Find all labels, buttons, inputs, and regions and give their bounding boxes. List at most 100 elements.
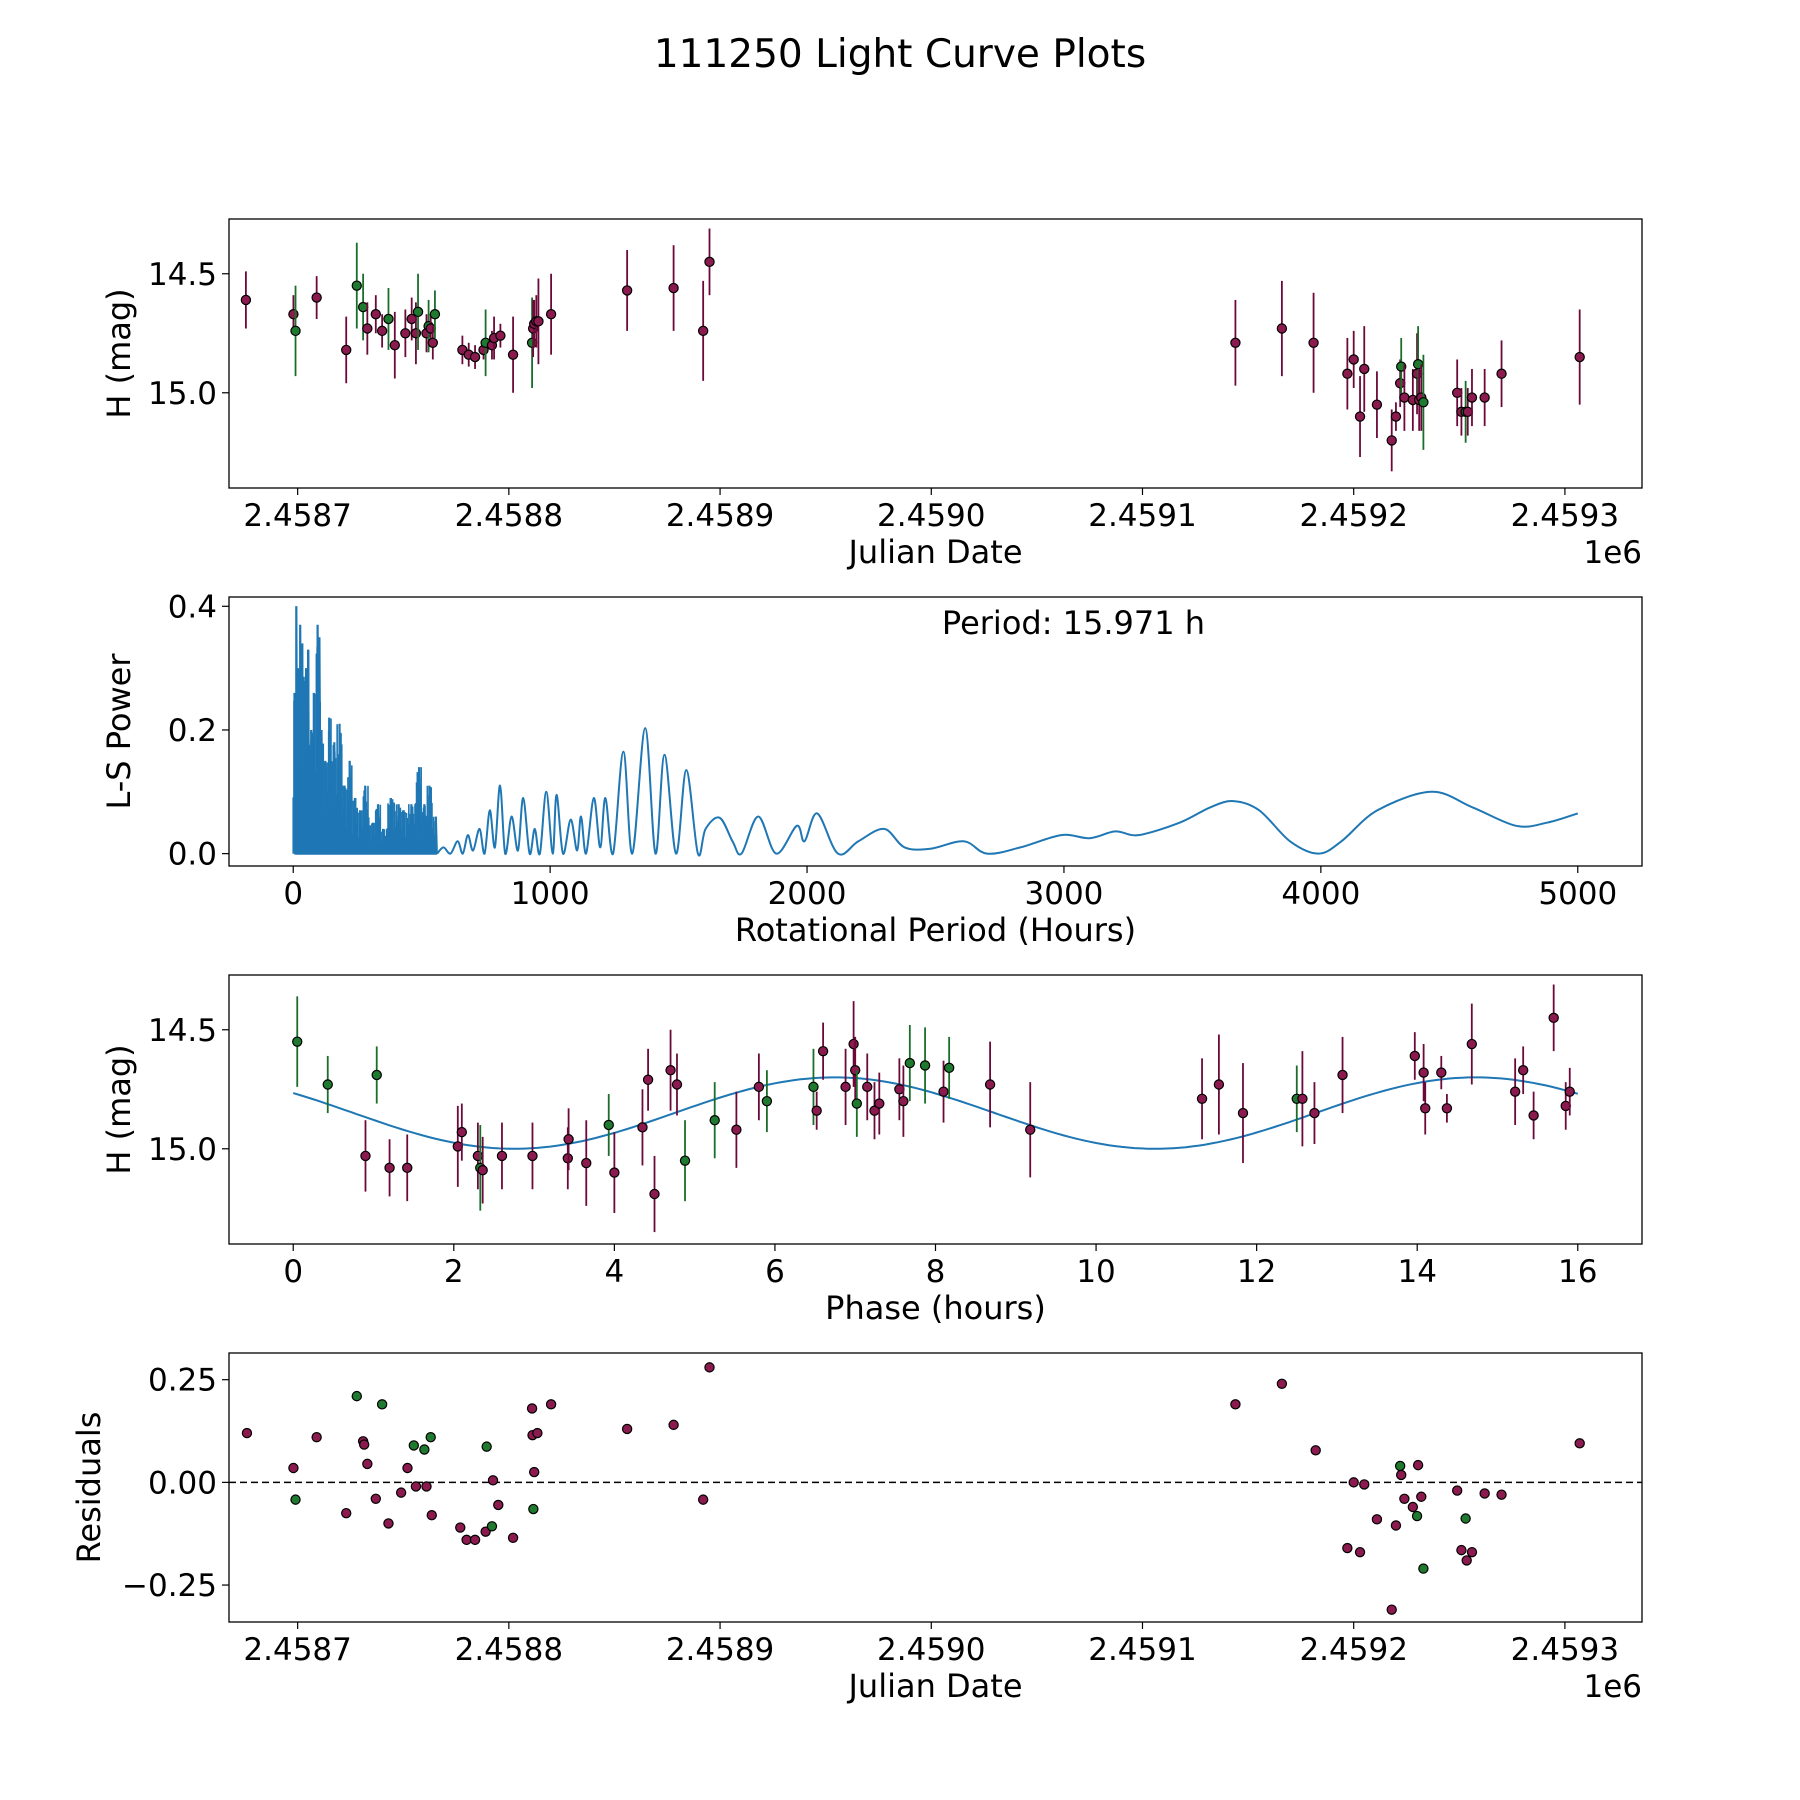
data-point (402, 1162, 413, 1174)
y-tick-label: 15.0 (148, 376, 217, 412)
data-point (1411, 1510, 1423, 1522)
data-point (671, 1079, 683, 1090)
data-point (1451, 387, 1463, 398)
x-tick-label: 3000 (1025, 876, 1104, 912)
data-point (419, 1444, 430, 1455)
data-point (1354, 411, 1366, 422)
data-point (477, 1165, 488, 1176)
data-point (709, 1115, 720, 1126)
data-point (642, 1074, 654, 1085)
data-point (874, 1098, 885, 1109)
data-point (469, 1534, 481, 1546)
x-tick-label: 6 (765, 1254, 785, 1290)
data-point (358, 1439, 370, 1450)
data-point (1359, 1479, 1370, 1490)
data-point (383, 313, 394, 325)
data-point (1407, 1501, 1419, 1513)
data-point (621, 1423, 633, 1435)
x-offset-text: 1e6 (1583, 535, 1642, 571)
data-point (1461, 1555, 1472, 1566)
x-axis-label: Rotational Period (Hours) (735, 911, 1136, 949)
data-point (389, 339, 401, 351)
data-point (1297, 1093, 1308, 1104)
data-point (507, 349, 519, 360)
data-point (1416, 1491, 1427, 1502)
data-point (311, 292, 322, 303)
data-point (1230, 1399, 1241, 1410)
data-point (1436, 1067, 1447, 1078)
figure-title: 111250 Light Curve Plots (654, 32, 1146, 77)
data-point (668, 1419, 679, 1431)
data-point (412, 306, 424, 318)
data-point (288, 1462, 299, 1474)
residuals-panel: 2.4587 2.4588 2.4589 2.4590 2.4591 2.4592 2.45… (70, 1352, 1643, 1705)
data-point (528, 1503, 539, 1515)
data-point (469, 351, 481, 363)
data-point (322, 1079, 333, 1090)
x-tick-label: 0 (283, 876, 303, 912)
data-point (1411, 368, 1423, 379)
data-point (704, 1362, 715, 1373)
data-point (1230, 337, 1241, 348)
data-point (1310, 1445, 1321, 1456)
y-axis-label: H (mag) (100, 1044, 138, 1174)
x-axis-label: Julian Date (846, 1667, 1022, 1705)
data-point (456, 1126, 468, 1138)
y-tick-label: 14.5 (148, 1013, 217, 1049)
x-tick-label: 2.4590 (877, 498, 985, 534)
data-point (637, 1122, 648, 1133)
data-point (665, 1065, 676, 1076)
y-tick-label: 0.4 (168, 589, 217, 625)
data-point (1396, 1469, 1407, 1481)
data-point (395, 1487, 407, 1498)
x-tick-label: 4 (604, 1254, 624, 1290)
data-point (526, 337, 538, 348)
period-annotation: Period: 15.971 h (942, 604, 1205, 642)
data-point (493, 1499, 504, 1511)
data-point (811, 1105, 822, 1116)
data-point (1309, 1107, 1320, 1119)
data-point (1276, 323, 1288, 334)
data-point (527, 1150, 538, 1162)
periodogram-panel: 0 1000 2000 3000 4000 5000 0.0 0.2 0.4 Rotational… (100, 589, 1643, 949)
data-point (545, 309, 557, 320)
data-point (1548, 1012, 1559, 1024)
data-point (351, 280, 362, 291)
y-tick-label: 0.0 (168, 837, 217, 873)
data-point (919, 1060, 931, 1071)
data-point (1276, 1378, 1288, 1390)
data-point (425, 1431, 436, 1443)
data-point (533, 316, 544, 327)
x-axis-label: Phase (hours) (825, 1289, 1046, 1327)
data-point (1420, 1103, 1431, 1114)
x-tick-label: 2.4591 (1088, 498, 1196, 534)
data-point (362, 323, 373, 334)
data-point (1456, 1544, 1467, 1556)
x-tick-label: 4000 (1281, 876, 1360, 912)
data-point (1386, 435, 1397, 446)
data-point (360, 1150, 371, 1162)
data-point (1418, 397, 1429, 408)
data-point (1517, 1065, 1529, 1076)
data-point (621, 285, 633, 296)
data-point (1412, 1459, 1424, 1471)
data-point (487, 1475, 499, 1486)
data-point (426, 1510, 437, 1521)
data-point (1348, 1477, 1359, 1488)
data-point (1386, 1604, 1397, 1615)
axes-frame (228, 1352, 1643, 1623)
x-tick-label: 2 (444, 1254, 464, 1290)
data-point (341, 344, 352, 356)
data-point (1479, 392, 1490, 403)
data-point (1409, 1050, 1420, 1062)
data-point (753, 1081, 765, 1093)
data-point (1418, 1563, 1429, 1574)
x-tick-label: 2.4589 (666, 498, 774, 534)
data-point (292, 1036, 303, 1047)
data-point (526, 1403, 538, 1414)
plot-area (292, 984, 1579, 1233)
data-point (341, 1507, 352, 1519)
data-point (850, 1065, 861, 1076)
data-point (1441, 1103, 1453, 1114)
data-point (1359, 363, 1370, 375)
